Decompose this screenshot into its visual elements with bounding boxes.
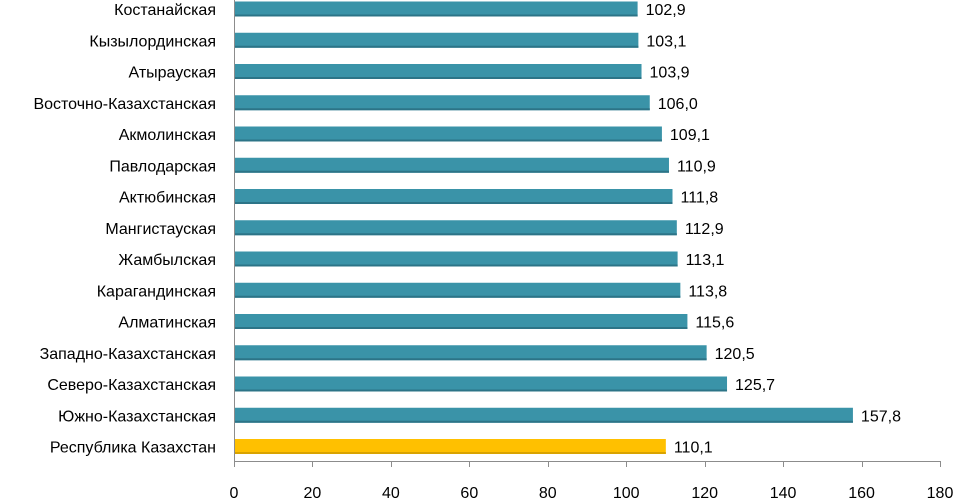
category-label: Мангистауская [105,221,216,238]
category-label: Жамбылская [118,252,216,269]
x-tick-label: 180 [927,485,954,500]
value-label: 103,9 [650,65,690,82]
bar-shadow [235,170,669,173]
value-label: 103,1 [646,33,686,50]
value-labels: 102,9 103,1 103,9 106,0 109,1 110,9 111,8 112,9… [646,2,901,457]
x-tick-label: 60 [460,485,478,500]
value-label: 120,5 [715,346,755,363]
category-label: Алматинская [118,315,216,332]
value-label: 110,1 [674,440,713,457]
bars-group [235,1,853,454]
category-label: Южно-Казахстанская [58,408,216,425]
value-label: 157,8 [861,408,901,425]
x-tick-label: 80 [539,485,557,500]
bar [235,220,677,236]
category-label: Актюбинская [119,190,216,207]
category-label: Кызылординская [89,33,216,50]
x-ticks: 0 20 40 60 80 100 120 140 160 180 [230,461,954,500]
bar-shadow [235,420,853,423]
x-tick-label: 160 [848,485,875,500]
category-label: Восточно-Казахстанская [33,96,216,113]
value-label: 109,1 [670,127,710,144]
value-label: 112,9 [685,221,724,238]
bar [235,251,678,267]
bar-shadow [235,358,707,361]
bar-shadow [235,14,638,17]
bar-shadow [235,45,639,48]
bar [235,126,662,142]
bar [235,189,673,204]
bar [235,282,681,298]
x-tick-label: 20 [304,485,322,500]
bar [235,314,688,329]
bar [235,407,853,423]
bar-shadow [235,108,650,111]
x-tick-label: 100 [613,485,640,500]
category-label: Атырауская [129,65,217,82]
value-label: 111,8 [681,190,719,207]
category-label: Карагандинская [97,283,216,300]
value-label: 115,6 [695,315,734,332]
category-label: Акмолинская [119,127,216,144]
category-label: Северо-Казахстанская [47,377,216,394]
category-labels: Костанайская Кызылординская Атырауская Вост… [33,2,216,457]
value-label: 113,1 [686,252,725,269]
bar [235,64,642,79]
value-label: 113,8 [688,283,727,300]
bar-shadow [235,202,673,204]
bar-shadow [235,264,678,267]
x-tick-label: 140 [770,485,797,500]
x-tick-label: 120 [691,485,718,500]
bar-shadow [235,233,677,236]
bar-shadow [235,327,688,329]
value-label: 106,0 [658,96,698,113]
bar-shadow [235,389,728,392]
x-tick-label: 0 [230,485,239,500]
category-label: Костанайская [114,2,216,19]
bar [235,376,728,392]
bar [235,345,707,361]
value-label: 125,7 [735,377,775,394]
bar [235,32,639,48]
category-label: Павлодарская [109,158,216,175]
bar-shadow [235,295,681,298]
value-label: 110,9 [677,158,716,175]
bar [235,439,666,454]
bar [235,1,638,17]
bar [235,95,650,111]
bar [235,157,669,173]
x-tick-label: 40 [382,485,400,500]
category-label: Западно-Казахстанская [40,346,216,363]
bar-shadow [235,77,642,79]
bar-shadow [235,139,662,142]
category-label: Республика Казахстан [50,440,216,457]
bar-shadow [235,452,666,454]
value-label: 102,9 [646,2,686,19]
